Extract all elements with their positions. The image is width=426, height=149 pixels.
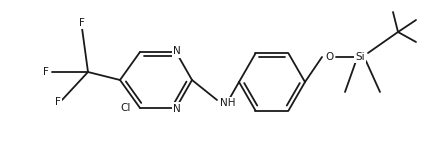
- Text: Cl: Cl: [121, 103, 131, 113]
- Text: N: N: [173, 46, 181, 56]
- Text: O: O: [325, 52, 333, 62]
- Text: NH: NH: [219, 98, 235, 108]
- Text: Si: Si: [354, 52, 364, 62]
- Text: N: N: [173, 104, 181, 114]
- Text: F: F: [43, 67, 49, 77]
- Text: F: F: [79, 18, 85, 28]
- Text: F: F: [55, 97, 61, 107]
